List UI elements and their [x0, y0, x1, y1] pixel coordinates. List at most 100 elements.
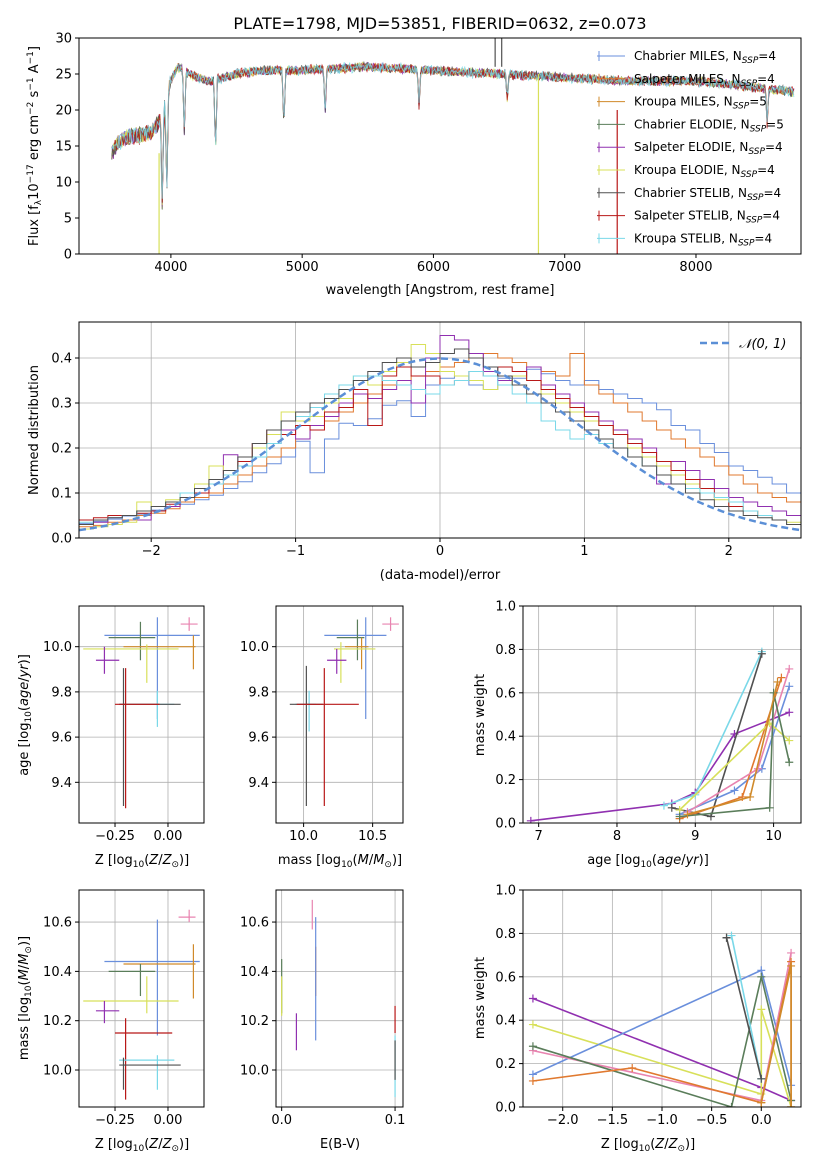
weight_vs_age-frame	[522, 605, 802, 824]
mass_vs_Z-xtick-label: 0.00	[154, 1113, 183, 1128]
residuals-plot-area	[79, 335, 801, 532]
spectrum-ytick-label: 10	[55, 176, 72, 191]
mass_vs_ebv-ytick-label: 10.6	[240, 916, 269, 931]
weight_vs_age-marker-kroupa_miles	[746, 792, 755, 801]
wAge-xlabel: age [log10(age/yr)]	[587, 853, 709, 870]
weight_vs_age-marker-kroupa_stelib	[659, 801, 668, 810]
legend-subscript: SSP	[741, 79, 758, 89]
weight_vs_Z-ytick-label: 0.2	[495, 1057, 516, 1072]
spectrum-plot-area	[111, 38, 795, 254]
residual-xlabel: (data-model)/error	[380, 568, 501, 583]
weight_vs_age-marker-chabrier_elodie	[785, 758, 794, 767]
age_vs_Z-ticks: −0.25 0.00 9.4 9.6 9.8 10.0	[43, 640, 182, 844]
mass_vs_ebv-ytick-label: 10.0	[240, 1064, 269, 1079]
legend-count: =4	[757, 72, 775, 86]
residuals-frame	[78, 321, 802, 539]
legend-count: =4	[757, 163, 775, 177]
age_vs_Z-xtick-label: −0.25	[95, 829, 135, 844]
gaussian-legend-label: 𝒩(0, 1)	[739, 337, 786, 352]
weight_vs_age-ytick-label: 0.0	[495, 817, 516, 832]
spectrum-xtick-label: 6000	[417, 260, 450, 275]
residuals-xtick-label: 1	[580, 544, 588, 559]
weight_vs_age-ytick-label: 0.8	[495, 643, 516, 658]
weight_vs_Z-ytick-label: 0.0	[495, 1101, 516, 1116]
legend-label-kroupa_stelib: Kroupa STELIB, NSSP=4	[634, 231, 772, 248]
mass_vs_Z-ytick-label: 10.4	[43, 965, 72, 980]
weight_vs_Z-marker-chabrier_elodie	[757, 972, 766, 981]
weight_vs_age-ticks: 7 8 9 10 0.0 0.2 0.4 0.6 0.8 1.0	[495, 600, 782, 845]
weight_vs_age-marker-kroupa_elodie	[785, 736, 794, 745]
wZ-ylabel: mass weight	[473, 957, 488, 1039]
weight_vs_age-ytick-label: 0.6	[495, 686, 516, 701]
age-vs-metallicity-panel: −0.25 0.00 9.4 9.6 9.8 10.0	[43, 605, 205, 844]
residual-legend: 𝒩(0, 1)	[700, 337, 786, 352]
spectrum-ytick-label: 25	[55, 68, 72, 83]
weight_vs_Z-marker-chabrier_stelib	[722, 933, 731, 942]
spectrum-ytick-label: 5	[64, 212, 72, 227]
spectrum-legend: Chabrier MILES, NSSP=4 Salpeter MILES, NS…	[597, 49, 784, 248]
age_vs_mass-ticks: 10.0 10.5 9.4 9.6 9.8 10.0	[240, 640, 387, 844]
age_vs_Z-ytick-label: 10.0	[43, 640, 72, 655]
residuals-ytick-label: 0.2	[51, 442, 72, 457]
weight_vs_age-marker-salpeter_elodie	[526, 816, 535, 823]
weight_vs_Z-ytick-label: 0.4	[495, 1014, 516, 1029]
mass_vs_Z-plot-area	[83, 909, 200, 1100]
legend-subscript: SSP	[746, 216, 763, 226]
weight_vs_Z-marker-chabrier_elodie	[528, 1042, 537, 1051]
wAge-ylabel: mass weight	[473, 674, 488, 756]
weight_vs_age-marker-chabrier_stelib	[667, 803, 676, 812]
spectrum-ytick-label: 15	[55, 140, 72, 155]
legend-label-chabrier_stelib: Chabrier STELIB, NSSP=4	[634, 186, 781, 203]
weight_vs_age-ytick-label: 0.4	[495, 730, 516, 745]
residuals-ytick-label: 0.4	[51, 352, 72, 367]
legend-count: =4	[765, 140, 783, 154]
residuals-ytick-label: 0.3	[51, 397, 72, 412]
weight_vs_Z-xtick-label: −2.0	[547, 1113, 579, 1128]
weight_vs_age-ytick-label: 0.2	[495, 773, 516, 788]
weight_vs_age-marker-chabrier_elodie	[765, 803, 774, 812]
weight_vs_Z-marker-kroupa_stelib	[727, 931, 736, 940]
mass-vs-ebv-panel: 0.0 0.1 10.0 10.2 10.4 10.6	[240, 889, 406, 1128]
weight_vs_Z-marker-chabrier_stelib	[757, 1074, 766, 1083]
weight_vs_Z-marker-kroupa_miles	[787, 1103, 796, 1107]
mass-vs-metallicity-panel: −0.25 0.00 10.0 10.2 10.4 10.6	[43, 889, 205, 1128]
age_vs_mass-ytick-label: 9.6	[248, 731, 269, 746]
age_vs_Z-ytick-label: 9.4	[51, 776, 72, 791]
mass_vs_ebv-xtick-label: 0.1	[385, 1113, 406, 1128]
legend-subscript: SSP	[733, 102, 750, 112]
residuals-ticks: −2 −1 0 1 2 0.0 0.1 0.2 0.3 0.4	[51, 352, 733, 560]
age_vs_Z-xtick-label: 0.00	[154, 829, 183, 844]
legend-label-salpeter_elodie: Salpeter ELODIE, NSSP=4	[634, 140, 783, 157]
weight_vs_Z-xtick-label: 0.0	[751, 1113, 772, 1128]
residuals-ytick-label: 0.0	[51, 532, 72, 547]
spectrum-xlabel: wavelength [Angstrom, rest frame]	[326, 283, 555, 298]
weight_vs_Z-xtick-label: −1.5	[597, 1113, 629, 1128]
weight_vs_Z-ytick-label: 0.8	[495, 927, 516, 942]
spectrum-title: PLATE=1798, MJD=53851, FIBERID=0632, z=0…	[233, 14, 646, 33]
spectrum-xtick-label: 4000	[154, 260, 187, 275]
age_vs_mass-xtick-label: 10.0	[289, 829, 318, 844]
weight_vs_age-marker-chabrier_miles	[785, 682, 794, 691]
weight_vs_age-xtick-label: 10	[765, 829, 782, 844]
spectrum-xtick-label: 8000	[679, 260, 712, 275]
weight_vs_age-xtick-label: 8	[613, 829, 621, 844]
weight_vs_Z-line-chabrier_elodie	[532, 976, 792, 1107]
weight_vs_age-marker-chabrier_elodie	[675, 812, 684, 821]
spectrum-panel: 4000 5000 6000 7000 8000 0 5 10 15 20 25 30	[55, 32, 802, 275]
residual-hist-chabrier_stelib	[79, 348, 801, 525]
residuals-xtick-label: −1	[286, 544, 305, 559]
weight_vs_Z-marker-pink	[787, 948, 796, 957]
mass_vs_ebv-ytick-label: 10.2	[240, 1014, 269, 1029]
legend-label-salpeter_miles: Salpeter MILES, NSSP=4	[634, 72, 775, 89]
age-vs-mass-panel: 10.0 10.5 9.4 9.6 9.8 10.0	[240, 605, 404, 844]
weight_vs_age-plot-area	[526, 647, 794, 823]
weight-vs-metallicity-panel: −2.0 −1.5 −1.0 −0.5 0.0 0.0 0.2 0.4 0.6 0.8 1.0	[495, 884, 802, 1128]
mass_vs_ebv-frame	[275, 889, 404, 1108]
weight_vs_age-marker-kroupa_miles	[773, 677, 782, 686]
residuals-xtick-label: 2	[725, 544, 733, 559]
ageM-xlabel: mass [log10(M/M⊙)]	[278, 853, 402, 870]
weight_vs_Z-line-chabrier_stelib	[725, 937, 763, 1079]
massZ-xlabel: Z [log10(Z/Z⊙)]	[95, 1137, 189, 1154]
